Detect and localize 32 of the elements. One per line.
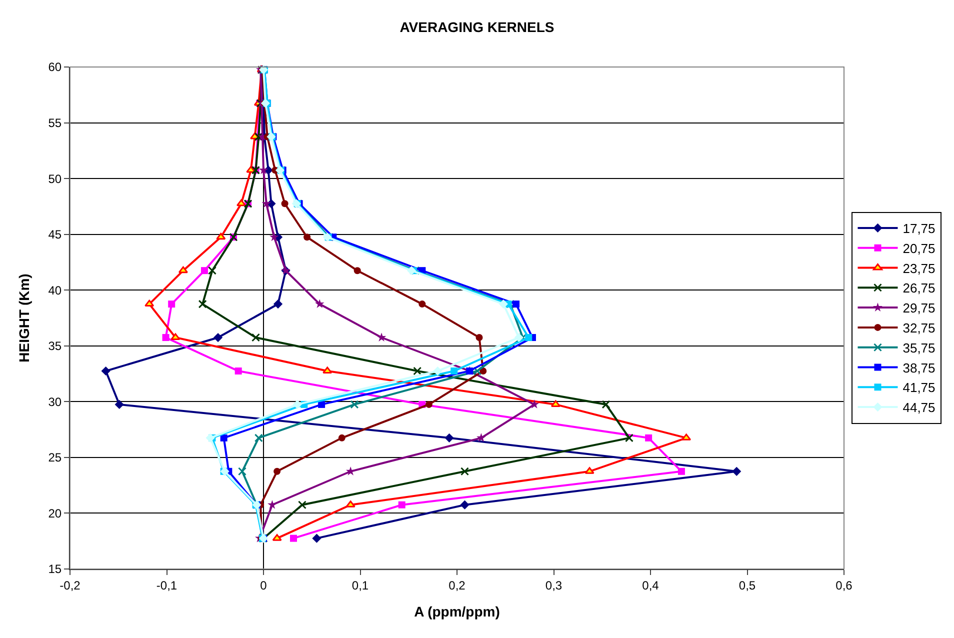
legend-label: 23,75 bbox=[902, 260, 936, 276]
y-tick-label: 60 bbox=[48, 60, 62, 74]
legend-label: 35,75 bbox=[902, 340, 936, 356]
y-tick-label: 25 bbox=[48, 450, 62, 465]
legend-label: 26,75 bbox=[902, 280, 936, 296]
legend-label: 29,75 bbox=[902, 300, 936, 316]
legend-label: 20,75 bbox=[902, 240, 936, 256]
chart-title: AVERAGING KERNELS bbox=[400, 19, 554, 36]
y-tick-label: 20 bbox=[48, 506, 62, 520]
y-tick-label: 55 bbox=[48, 116, 62, 130]
x-tick-label: -0,1 bbox=[156, 578, 178, 592]
x-tick-label: 0 bbox=[260, 578, 268, 592]
y-tick-label: 40 bbox=[48, 283, 62, 298]
legend-label: 32,75 bbox=[902, 320, 936, 336]
y-tick-label: 15 bbox=[48, 562, 62, 576]
y-tick-label: 30 bbox=[48, 394, 62, 409]
legend-label: 38,75 bbox=[902, 360, 936, 376]
x-tick-label: 0,5 bbox=[738, 578, 756, 592]
x-tick-label: 0,2 bbox=[448, 578, 466, 592]
y-tick-label: 45 bbox=[48, 228, 62, 242]
x-tick-label: 0,3 bbox=[545, 578, 562, 592]
legend-label: 41,75 bbox=[902, 380, 936, 396]
legend-label: 17,75 bbox=[902, 221, 936, 236]
x-tick-label: 0,1 bbox=[352, 578, 369, 592]
y-tick-label: 35 bbox=[48, 339, 62, 354]
y-axis-title: HEIGHT (Km) bbox=[16, 274, 32, 362]
x-tick-label: 0,6 bbox=[836, 578, 853, 592]
y-tick-label: 50 bbox=[48, 172, 62, 186]
legend-label: 44,75 bbox=[902, 400, 936, 416]
x-tick-label: -0,2 bbox=[60, 578, 81, 592]
x-tick-label: 0,4 bbox=[642, 578, 660, 592]
x-axis-title: A (ppm/ppm) bbox=[414, 604, 500, 620]
